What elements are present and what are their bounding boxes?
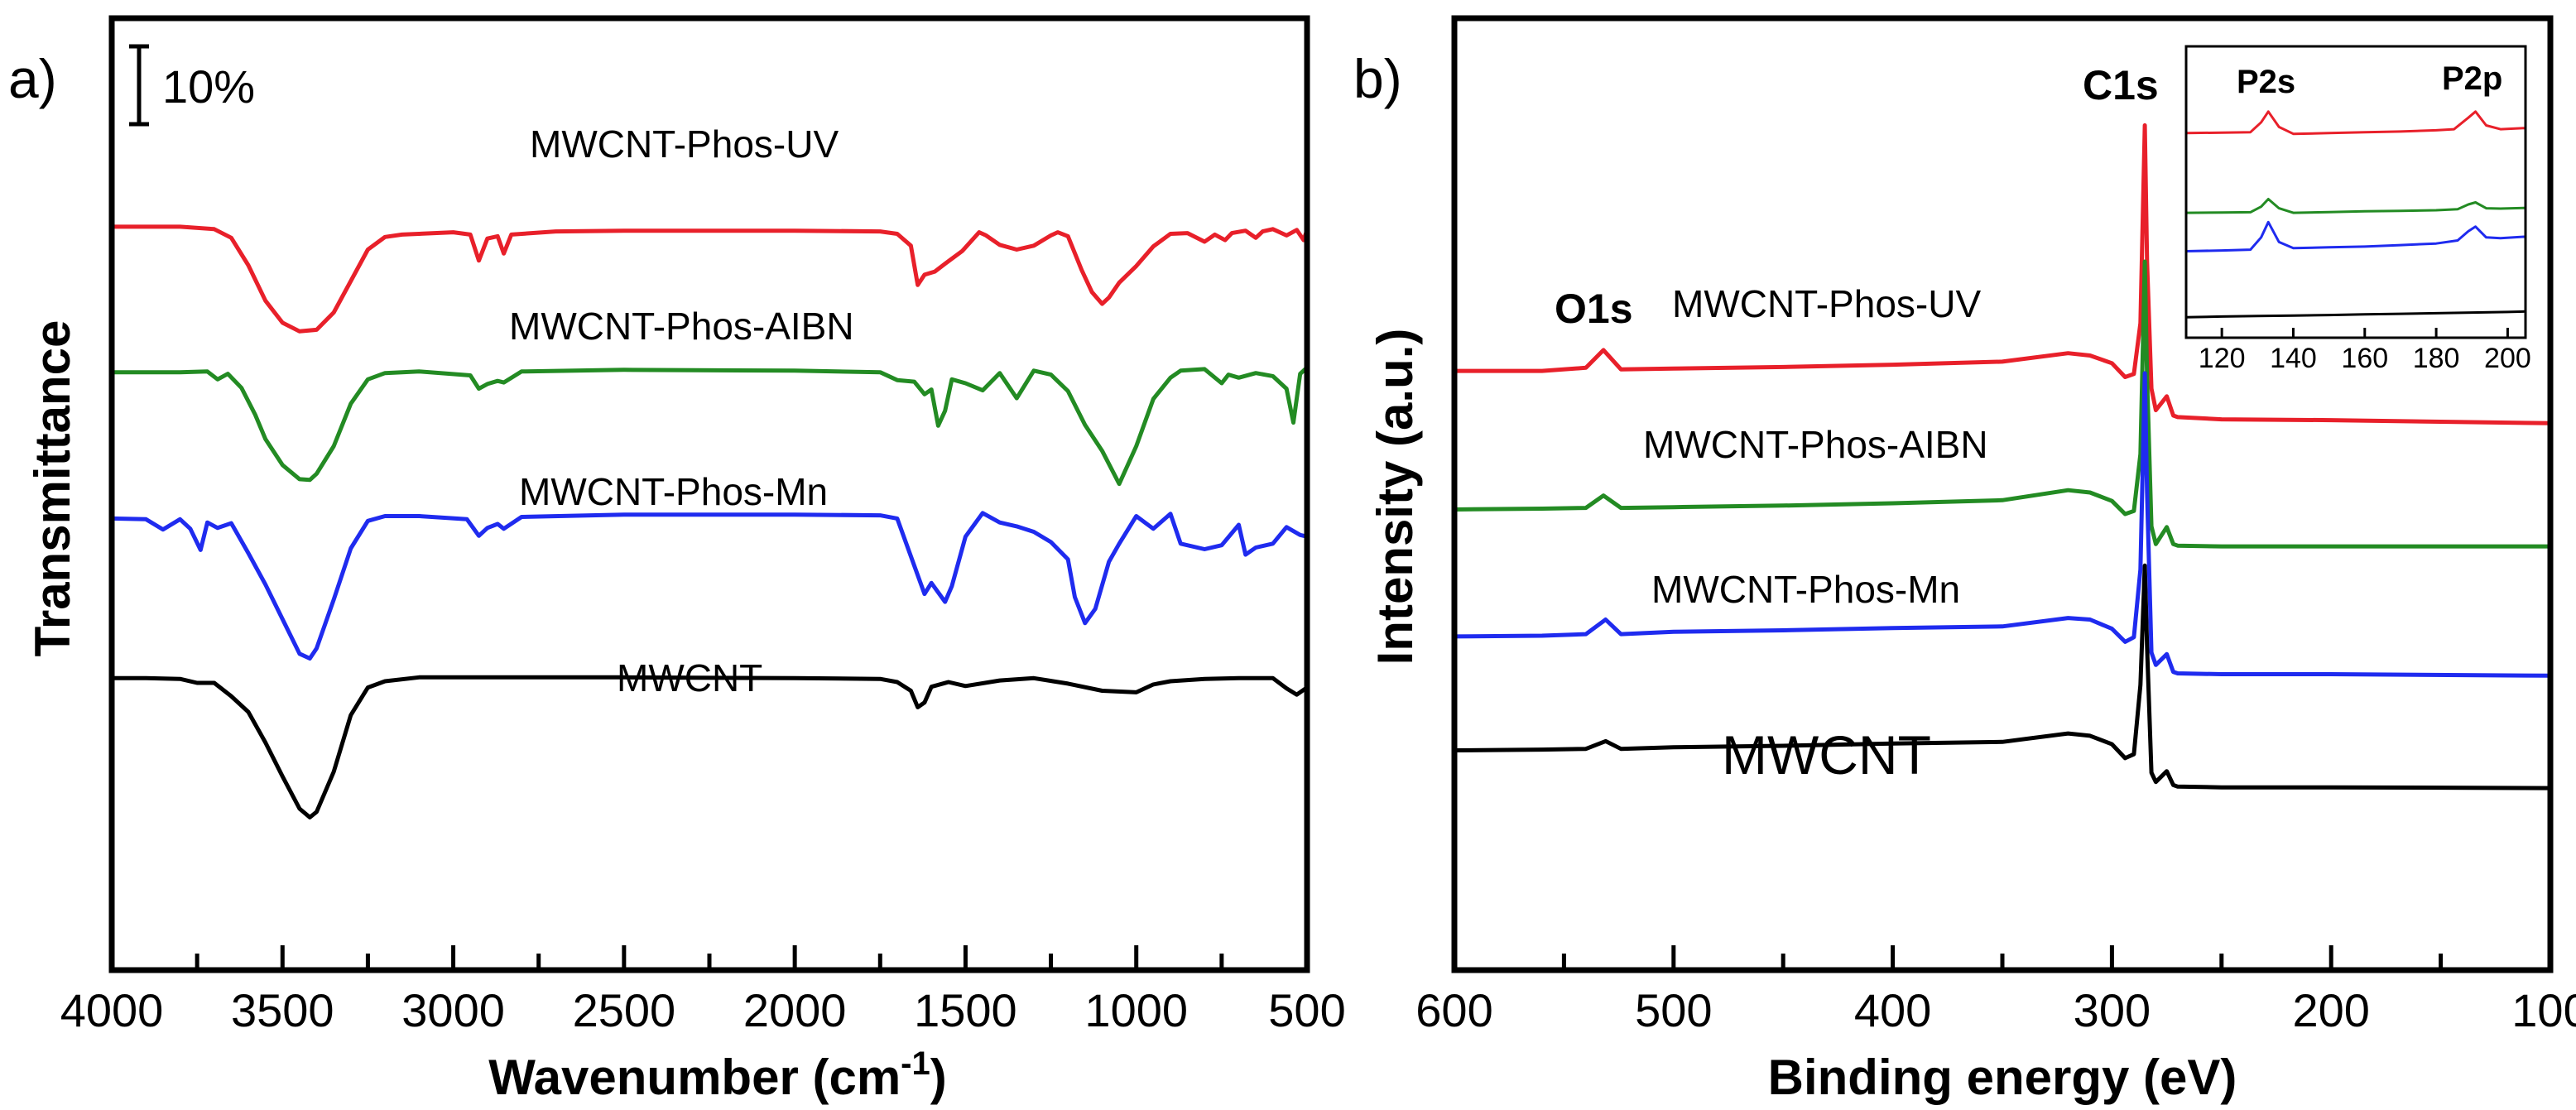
xps-x-tick-labels: 600 500 400 300 200 100 <box>1415 984 2576 1036</box>
xps-peak-label-c1s: C1s <box>2083 62 2159 108</box>
xps-x-tick-label: 400 <box>1854 984 1931 1036</box>
xps-label-mn: MWCNT-Phos-Mn <box>1651 568 1960 611</box>
ftir-label-mwcnt: MWCNT <box>617 656 762 699</box>
xps-label-aibn: MWCNT-Phos-AIBN <box>1643 423 1988 466</box>
inset-x-tick-label: 180 <box>2413 343 2460 374</box>
ftir-series-mwcnt-phos-aibn <box>109 365 1310 487</box>
xps-plot-frame <box>1451 15 2554 973</box>
inset-x-tick-label: 200 <box>2484 343 2531 374</box>
ftir-plot-frame <box>108 15 1310 973</box>
ftir-x-tick-label: 2500 <box>573 984 676 1036</box>
inset-series-mwcnt <box>2184 310 2527 319</box>
xps-x-ticks <box>1452 945 2553 970</box>
xps-x-tick-label: 100 <box>2511 984 2576 1036</box>
ftir-x-ticks <box>109 945 1310 970</box>
ftir-series-mwcnt-phos-uv <box>109 224 1310 334</box>
xps-peak-label-o1s: O1s <box>1555 286 1633 332</box>
ftir-series-mwcnt <box>109 675 1310 819</box>
panel-a-label: a) <box>8 48 57 109</box>
xps-series-mwcnt-phos-aibn <box>1452 259 2553 549</box>
inset-x-tick-label: 120 <box>2199 343 2246 374</box>
xps-inset: 120 140 160 180 200 P2s P2p <box>2184 45 2531 374</box>
ftir-x-axis-title: Wavenumber (cm-1) <box>488 1045 946 1105</box>
ftir-x-tick-label: 3000 <box>401 984 505 1036</box>
inset-peak-label-p2s: P2s <box>2237 64 2295 100</box>
inset-series-mwcnt-phos-mn <box>2184 220 2527 252</box>
ftir-x-tick-label: 3500 <box>231 984 334 1036</box>
ftir-label-mn: MWCNT-Phos-Mn <box>519 470 828 513</box>
xps-series-mwcnt-phos-uv <box>1452 123 2553 425</box>
inset-x-tick-label: 140 <box>2270 343 2317 374</box>
ftir-x-tick-label: 1500 <box>914 984 1017 1036</box>
xps-x-tick-label: 500 <box>1635 984 1712 1036</box>
ftir-series-mwcnt-phos-mn <box>109 511 1310 661</box>
scale-bar-label: 10% <box>162 60 255 113</box>
ftir-y-axis-title: Transmittance <box>25 320 80 657</box>
inset-x-tick-labels: 120 140 160 180 200 <box>2199 343 2531 374</box>
scale-bar: 10% <box>129 44 255 127</box>
inset-frame <box>2184 45 2527 339</box>
ftir-x-tick-label: 2000 <box>743 984 847 1036</box>
ftir-label-uv: MWCNT-Phos-UV <box>530 123 839 166</box>
xps-label-mwcnt: MWCNT <box>1722 724 1931 786</box>
ftir-x-tick-label: 1000 <box>1084 984 1188 1036</box>
xps-x-tick-label: 600 <box>1415 984 1492 1036</box>
xps-series-mwcnt-phos-mn <box>1452 371 2553 678</box>
inset-series-mwcnt-phos-aibn <box>2184 198 2527 214</box>
ftir-x-axis-title-main: Wavenumber (cm <box>488 1050 901 1105</box>
xps-panel: b) 600 500 400 300 200 100 O1s C1s MWCNT-Phos… <box>1353 15 2576 1105</box>
ftir-x-tick-label: 4000 <box>60 984 164 1036</box>
xps-x-tick-label: 300 <box>2074 984 2151 1036</box>
ftir-x-axis-title-sup: -1 <box>901 1045 930 1082</box>
ftir-label-aibn: MWCNT-Phos-AIBN <box>509 305 854 348</box>
inset-x-tick-label: 160 <box>2341 343 2388 374</box>
panel-b-label: b) <box>1353 48 1402 109</box>
ftir-curves <box>109 224 1310 819</box>
inset-series-mwcnt-phos-uv <box>2184 110 2527 136</box>
ftir-x-axis-title-close: ) <box>930 1050 947 1105</box>
xps-x-tick-label: 200 <box>2292 984 2369 1036</box>
ftir-x-tick-label: 500 <box>1268 984 1345 1036</box>
inset-x-ticks <box>2220 328 2509 338</box>
xps-series-mwcnt <box>1452 563 2553 790</box>
ftir-panel: a) 4000 3500 3000 2500 2000 1500 1000 500 10% M… <box>8 15 1346 1105</box>
xps-x-axis-title: Binding energy (eV) <box>1768 1050 2237 1105</box>
xps-label-uv: MWCNT-Phos-UV <box>1672 282 1981 325</box>
xps-y-axis-title: Intensity (a.u.) <box>1367 329 1423 666</box>
xps-curves <box>1452 123 2553 790</box>
inset-curves <box>2184 110 2527 319</box>
ftir-x-tick-labels: 4000 3500 3000 2500 2000 1500 1000 500 <box>60 984 1346 1036</box>
inset-peak-label-p2p: P2p <box>2442 60 2502 97</box>
